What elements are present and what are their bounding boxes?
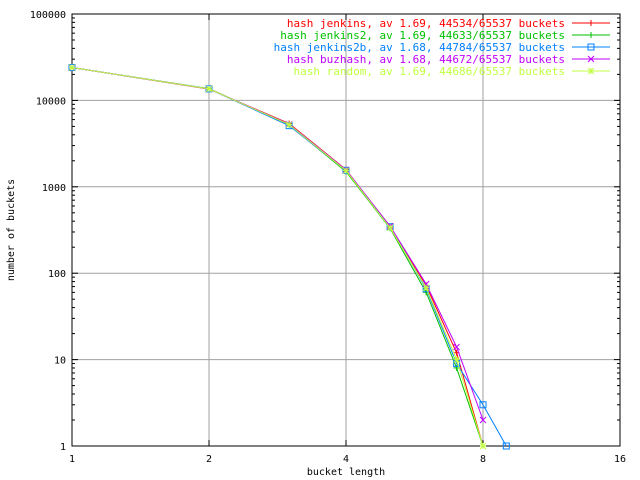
legend-label: hash buzhash, av 1.68, 44672/65537 bucke… (287, 53, 565, 66)
legend-marker (588, 32, 594, 38)
x-tick-label: 4 (343, 454, 349, 465)
x-tick-label: 8 (480, 454, 486, 465)
data-point (502, 442, 510, 450)
x-tick-label: 2 (206, 454, 212, 465)
data-point (479, 401, 487, 409)
data-point (285, 121, 293, 128)
y-tick-label: 1000 (42, 183, 66, 194)
axis-ticks: 1 2 4 8 16 1 10 100 1000 10000 100000 (30, 10, 626, 465)
data-point (68, 64, 76, 71)
data-point (386, 224, 394, 232)
y-tick-label: 100 (48, 269, 66, 280)
y-tick-label: 100000 (30, 10, 66, 21)
series-line (71, 67, 484, 447)
data-point (453, 343, 460, 351)
data-point (453, 364, 460, 371)
y-tick-label: 1 (60, 442, 66, 453)
series-line (71, 67, 484, 447)
y-tick-label: 10000 (36, 96, 66, 107)
legend-marker (588, 20, 594, 26)
series-line (71, 67, 484, 447)
data-point (453, 356, 460, 363)
series-4 (68, 64, 487, 450)
data-point (479, 416, 487, 424)
data-point (422, 284, 430, 292)
legend-marker (587, 43, 595, 51)
legend-label: hash jenkins, av 1.69, 44534/65537 bucke… (287, 17, 565, 30)
x-tick-label: 16 (614, 454, 626, 465)
series-group (68, 64, 510, 450)
legend: hash jenkins, av 1.69, 44534/65537 bucke… (274, 17, 610, 78)
data-point (342, 167, 350, 174)
grid (72, 14, 620, 446)
legend-marker (587, 67, 595, 75)
legend-label: hash jenkins2b, av 1.68, 44784/65537 buc… (274, 41, 565, 54)
series-0 (69, 64, 486, 449)
series-1 (69, 64, 486, 449)
legend-label: hash random, av 1.69, 44686/65537 bucket… (293, 65, 565, 78)
x-axis-title: bucket length (307, 467, 385, 478)
legend-label: hash jenkins2, av 1.69, 44633/65537 buck… (280, 29, 565, 42)
x-tick-label: 1 (69, 454, 75, 465)
data-point (479, 442, 487, 450)
data-point (205, 85, 213, 93)
y-tick-label: 10 (54, 356, 66, 367)
legend-marker (587, 55, 595, 63)
y-axis-title: number of buckets (6, 179, 17, 281)
